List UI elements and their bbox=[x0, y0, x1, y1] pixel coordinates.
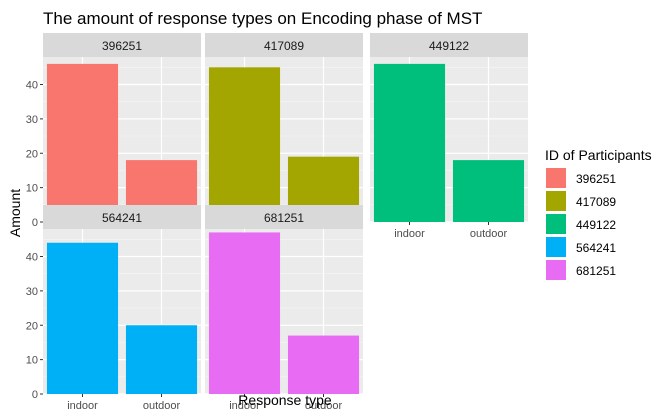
bar-396251-indoor bbox=[46, 63, 119, 222]
legend: ID of Participants 396251 417089 449122 564… bbox=[545, 147, 652, 280]
legend-label-449122: 449122 bbox=[576, 218, 616, 232]
legend-key-681251 bbox=[546, 260, 566, 280]
bar-417089-indoor bbox=[208, 67, 281, 222]
facet-strip-label: 449122 bbox=[429, 39, 469, 53]
y-tick-label: 20 bbox=[26, 148, 38, 160]
facet-panel-564241: 564241 0 10 20 30 40 indoor outdoor bbox=[26, 205, 201, 412]
facet-panel-396251: 396251 0 10 20 30 40 bbox=[26, 33, 201, 229]
y-tick-label: 30 bbox=[26, 286, 38, 298]
facet-panel-449122: 449122 indoor outdoor bbox=[370, 33, 528, 240]
bar-681251-indoor bbox=[208, 232, 281, 394]
facet-panel-417089: 417089 bbox=[205, 33, 363, 223]
y-tick-label: 40 bbox=[26, 252, 38, 264]
facet-panel-681251: 681251 indoor outdoor bbox=[205, 205, 363, 412]
legend-key-564241 bbox=[546, 237, 566, 257]
bar-564241-indoor bbox=[46, 242, 119, 394]
x-tick-label: indoor bbox=[229, 400, 260, 412]
y-tick-label: 40 bbox=[26, 80, 38, 92]
x-tick-label: outdoor bbox=[143, 400, 181, 412]
x-tick-label: outdoor bbox=[470, 228, 508, 240]
legend-label-417089: 417089 bbox=[576, 195, 616, 209]
legend-key-417089 bbox=[546, 191, 566, 211]
facet-strip-label: 396251 bbox=[102, 39, 142, 53]
legend-label-564241: 564241 bbox=[576, 241, 616, 255]
facet-strip-label: 681251 bbox=[264, 211, 304, 225]
facet-strip-label: 564241 bbox=[102, 211, 142, 225]
legend-key-396251 bbox=[546, 168, 566, 188]
y-tick-label: 0 bbox=[32, 217, 38, 229]
y-tick-label: 10 bbox=[26, 355, 38, 367]
facet-panels: 396251 0 10 20 30 40 417089 449122 indoor outdoor… bbox=[26, 33, 528, 412]
facet-strip bbox=[43, 33, 201, 57]
facet-strip bbox=[370, 33, 528, 57]
facet-strip bbox=[205, 205, 363, 229]
y-tick-label: 0 bbox=[32, 389, 38, 401]
x-tick-label: indoor bbox=[67, 400, 98, 412]
legend-title: ID of Participants bbox=[545, 147, 652, 163]
legend-label-396251: 396251 bbox=[576, 172, 616, 186]
bar-449122-outdoor bbox=[452, 160, 525, 222]
legend-key-449122 bbox=[546, 214, 566, 234]
facet-strip-label: 417089 bbox=[264, 39, 304, 53]
x-tick-label: outdoor bbox=[305, 400, 343, 412]
y-axis-label: Amount bbox=[7, 189, 23, 237]
facet-strip bbox=[205, 33, 363, 57]
bar-564241-outdoor bbox=[125, 325, 198, 394]
y-tick-label: 20 bbox=[26, 320, 38, 332]
bar-681251-outdoor bbox=[287, 335, 360, 394]
legend-label-681251: 681251 bbox=[576, 264, 616, 278]
legend-items: 396251 417089 449122 564241 681251 bbox=[546, 168, 616, 280]
y-tick-label: 30 bbox=[26, 114, 38, 126]
facet-strip bbox=[43, 205, 201, 229]
bar-449122-indoor bbox=[373, 63, 446, 222]
y-tick-label: 10 bbox=[26, 183, 38, 195]
x-axis-label: Response type bbox=[238, 392, 332, 408]
chart-title: The amount of response types on Encoding… bbox=[43, 9, 482, 28]
x-tick-label: indoor bbox=[394, 228, 425, 240]
